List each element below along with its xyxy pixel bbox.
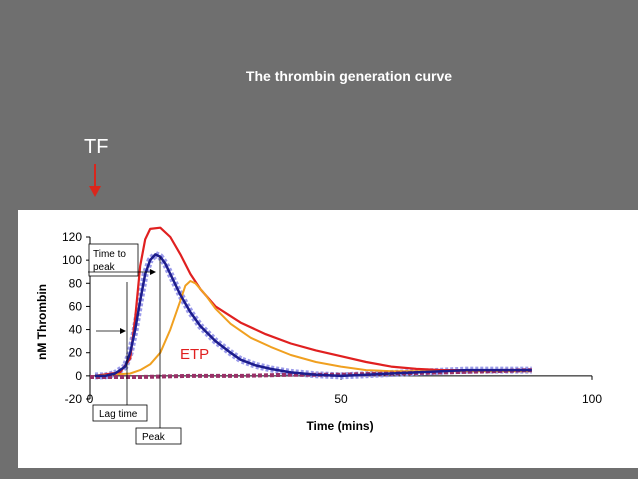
series-line-1: [94, 280, 532, 377]
series-line-3: [95, 250, 532, 380]
annotation-time-to-peak-line1: Time to: [93, 249, 126, 260]
x-tick-label: 100: [582, 392, 602, 406]
y-tick-label: 40: [69, 323, 83, 337]
y-tick-label: -20: [65, 392, 83, 406]
y-tick-label: 80: [69, 276, 83, 290]
x-axis-title: Time (mins): [306, 419, 373, 433]
series-line-0: [94, 226, 532, 377]
annotation-time-to-peak: Time to peak: [88, 243, 156, 277]
annotation-lag-time-label: Lag time: [99, 409, 138, 420]
annotation-peak-label: Peak: [142, 432, 166, 443]
series-line-2: [95, 253, 532, 378]
tf-label: TF: [84, 136, 109, 158]
x-tick-label: 50: [334, 392, 348, 406]
annotation-etp: ETP: [180, 346, 209, 363]
series-group: [90, 226, 532, 380]
y-tick-label: 20: [69, 346, 83, 360]
y-tick-label: 100: [62, 253, 82, 267]
y-tick-label: 0: [75, 369, 82, 383]
annotation-peak: Peak: [135, 257, 182, 445]
y-tick-label: 120: [62, 230, 82, 244]
y-axis: -20 0 20 40 60 80 100 120: [62, 230, 91, 406]
y-tick-label: 60: [69, 299, 83, 313]
x-axis: 0 50 100: [87, 375, 602, 406]
y-axis-title: nM Thrombin: [35, 284, 49, 360]
annotation-lag-time: Lag time: [92, 282, 148, 422]
x-tick-label: 0: [87, 392, 94, 406]
annotation-time-to-peak-line2: peak: [93, 262, 116, 273]
slide-title: The thrombin generation curve: [245, 68, 453, 84]
